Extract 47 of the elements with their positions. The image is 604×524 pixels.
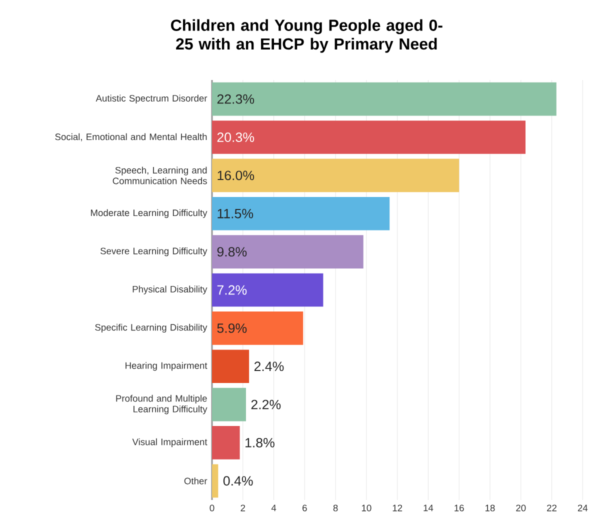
y-tick-label: Autistic Spectrum Disorder [96,94,208,104]
data-label: 7.2% [217,285,247,295]
x-tick-label: 12 [392,504,402,512]
y-tick-label: Speech, Learning and Communication Needs [112,166,207,184]
y-tick-label: Severe Learning Difficulty [100,247,208,256]
bar [212,120,526,154]
x-tick-label: 22 [547,504,556,512]
bar [212,196,390,230]
x-tick-label: 0 [210,504,214,512]
data-label: 5.9% [217,323,247,333]
data-label: 22.3% [217,94,254,104]
bar [212,350,250,384]
bar [212,312,304,345]
x-tick-label: 4 [271,504,276,512]
bar [212,273,324,307]
data-label: 11.5% [218,208,254,218]
data-label: 2.2% [251,400,281,410]
x-tick-label: 18 [486,504,495,512]
x-tick-label: 16 [454,504,464,512]
data-label: 20.3% [217,132,254,142]
y-tick-label: Social, Emotional and Mental Health [55,133,207,142]
bar [212,388,246,422]
y-tick-label: Other [184,477,208,484]
y-tick-label: Hearing Impairment [126,362,208,371]
y-tick-label: Moderate Learning Difficulty [90,209,208,218]
x-tick-label: 10 [362,504,372,512]
x-tick-label: 20 [516,504,526,512]
chart-title: Children and Young People aged 0-25 with an EHCP by Primary Need [171,19,442,53]
bar [212,82,556,116]
data-label: 2.4% [254,362,284,372]
bar [212,464,218,498]
data-label: 16.0% [218,170,254,180]
bar [212,235,364,268]
y-tick-label: Specific Learning Disability [95,324,208,333]
data-label: 0.4% [223,476,253,486]
x-tick-label: 6 [302,504,307,512]
y-tick-label: Visual Impairment [132,438,208,448]
x-tick-label: 8 [333,504,338,512]
bar [212,158,460,192]
data-label: 1.8% [246,438,274,448]
y-tick-label: Physical Disability [132,286,208,294]
x-tick-label: 14 [424,504,434,512]
bar [212,426,240,460]
x-tick-label: 24 [578,504,588,512]
x-tick-label: 2 [240,504,246,512]
y-tick-label: Profound and Multiple Learning Difficulty [116,394,208,414]
data-label: 9.8% [217,247,247,257]
